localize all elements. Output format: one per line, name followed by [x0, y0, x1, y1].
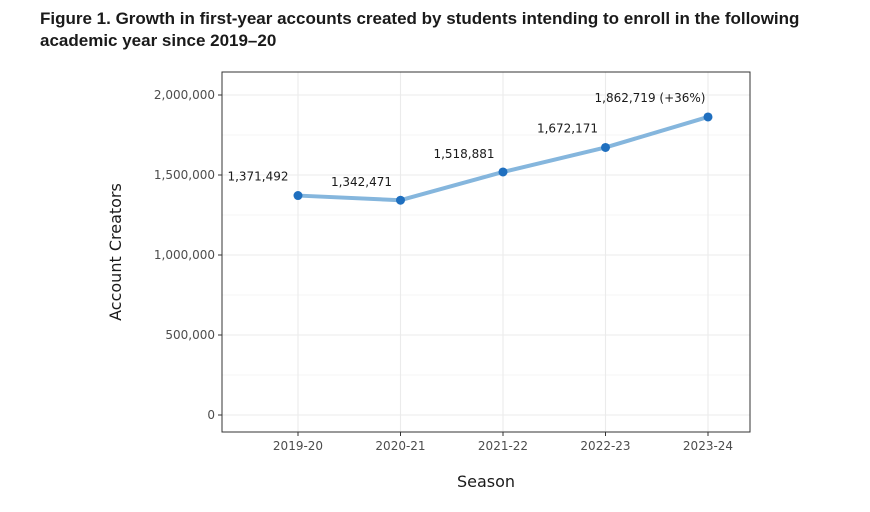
data-label: 1,672,171	[537, 121, 598, 135]
data-point	[293, 191, 303, 201]
y-tick-label: 2,000,000	[154, 88, 215, 102]
data-point	[703, 112, 713, 122]
data-point	[396, 195, 405, 205]
x-tick-label: 2022-23	[580, 439, 630, 453]
x-axis-title: Season	[457, 472, 515, 491]
data-label: 1,862,719 (+36%)	[595, 91, 706, 105]
data-label: 1,342,471	[331, 175, 392, 189]
y-axis-title: Account Creators	[106, 183, 125, 321]
y-tick-label: 0	[207, 408, 215, 422]
y-tick-label: 1,500,000	[154, 168, 215, 182]
data-label: 1,371,492	[227, 170, 288, 184]
x-tick-label: 2023-24	[683, 439, 733, 453]
series-layer	[293, 112, 713, 205]
x-axis: 2019-20 2020-21 2021-22 2022-23 2023-24	[273, 432, 733, 453]
data-point	[498, 167, 508, 177]
y-tick-label: 500,000	[165, 328, 215, 342]
data-label-layer: 1,371,492 1,342,471 1,518,881 1,672,171 1,86…	[227, 91, 705, 189]
x-tick-label: 2019-20	[273, 439, 323, 453]
plot-panel-border	[221, 71, 751, 433]
y-axis: 0 500,000 1,000,000 1,500,000 2,000,000	[154, 88, 222, 422]
y-tick-label: 1,000,000	[154, 248, 215, 262]
grid-layer	[222, 72, 750, 432]
data-point	[601, 142, 610, 152]
x-tick-label: 2021-22	[478, 439, 528, 453]
figure-title: Figure 1. Growth in first-year accounts …	[40, 9, 800, 50]
x-tick-label: 2020-21	[375, 439, 425, 453]
data-label: 1,518,881	[433, 147, 494, 161]
